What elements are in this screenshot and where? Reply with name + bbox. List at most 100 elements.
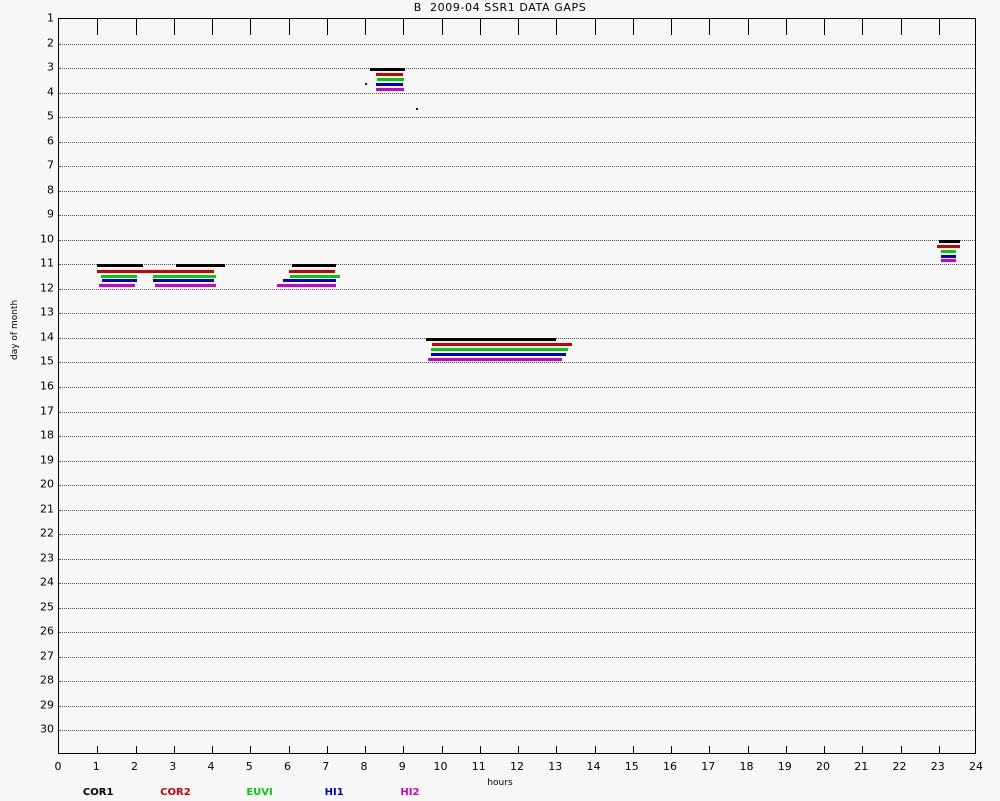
y-axis-tick-label: 25 [40,600,54,614]
gridline [59,583,975,585]
x-axis-tick-label: 18 [739,760,754,773]
x-axis-tick-mark [594,19,596,35]
x-axis-tick-mark [403,746,405,753]
x-axis-title: hours [487,778,513,788]
x-axis-tick-mark [594,746,596,753]
x-axis-tick-mark [326,19,328,35]
y-axis-tick-label: 4 [47,85,54,99]
gridline [59,534,975,536]
gridline [59,288,975,290]
x-axis-tick-mark [824,19,825,35]
x-axis-tick-mark [173,19,175,35]
gridline [59,436,975,438]
x-axis-tick-mark [403,19,405,35]
x-axis-tick-mark [785,746,787,753]
x-axis-tick-mark [97,746,99,753]
data-gap-bar-hi2 [277,283,337,287]
y-axis-tick-label: 19 [40,453,54,467]
x-axis-tick-mark [747,746,749,753]
y-axis-tick-label: 13 [40,305,54,319]
gridline [59,362,975,364]
gridline [59,166,975,168]
x-axis-tick-mark [441,19,443,35]
legend-item-hi1: HI1 [324,787,344,798]
data-gap-point-hi1 [365,82,367,85]
x-axis-tick-label: 17 [701,760,716,773]
x-axis-tick-mark [518,746,519,753]
y-axis-tick-label: 14 [40,330,54,344]
x-axis-tick-mark [212,746,213,753]
y-axis-tick-label: 2 [47,36,54,50]
data-gap-bar-hi2 [428,357,562,361]
x-axis-tick-mark [747,19,749,35]
data-gap-bar-hi1 [375,82,404,86]
gridline [59,632,975,634]
x-axis-tick-label: 2 [131,760,138,773]
data-gap-bar-hi2 [375,87,404,91]
x-axis-tick-mark [900,19,902,35]
x-axis-tick-label: 8 [360,760,368,773]
x-axis-tick-label: 5 [245,760,253,773]
y-axis-tick-label: 16 [40,379,54,393]
data-gap-bar-cor1 [292,264,337,268]
x-axis-tick-mark [479,19,481,35]
axis-ticks [59,19,975,753]
gridline [59,313,975,315]
x-axis-tick-mark [135,746,137,753]
data-gap-bar-hi1 [940,254,956,258]
y-axis-tick-label: 7 [47,158,54,172]
x-axis-tick-mark [671,19,672,35]
y-axis-tick-label: 22 [40,526,54,540]
x-axis-tick-mark [479,746,481,753]
gridline [59,681,975,683]
legend-item-cor2: COR2 [160,787,191,798]
x-axis-tick-mark [632,19,634,35]
x-axis-tick-mark [785,19,787,35]
x-axis-tick-label: 20 [816,760,830,773]
y-axis-tick-label: 15 [40,354,54,368]
x-axis-tick-label: 3 [169,760,177,773]
y-axis-tick-label: 26 [40,624,54,638]
data-gap-bar-hi1 [101,279,138,283]
data-gap-bar-cor2 [97,269,214,273]
legend-item-cor1: COR1 [82,787,114,798]
x-axis-tick-label: 14 [586,760,601,773]
y-axis-title: day of month [10,299,20,360]
data-gap-bar-hi2 [940,259,956,263]
y-axis-tick-labels: 1 2 3 4 5 6 7 8 9 10 11 12 13 14 15 16 17 18 19 20 21 22 23 24 2… [10,12,54,754]
x-axis-tick-mark [518,19,519,35]
data-gap-bar-hi2 [154,283,216,287]
x-axis-tick-label: 23 [930,760,945,773]
gridline [59,141,975,143]
x-axis-tick-mark [938,19,940,35]
data-gap-bar-hi1 [282,279,337,283]
y-axis-tick-label: 18 [40,428,54,442]
x-axis-tick-labels: 0 1 2 3 4 5 6 7 8 9 10 11 12 13 14 15 16 17 18 19 20 21 22 23 24 [55,760,984,776]
y-axis-tick-label: 1 [47,11,54,25]
x-axis-tick-mark [441,746,443,753]
gridline [59,730,975,732]
x-axis-tick-label: 1 [92,760,100,773]
data-gap-bar-cor2 [376,73,404,77]
data-series-layer [59,19,975,753]
data-gap-bar-cor2 [288,269,336,273]
x-axis-tick-mark [365,19,366,35]
x-axis-tick-mark [97,19,99,35]
gridline [59,558,975,560]
data-gap-bar-euvi [940,250,956,254]
x-axis-tick-label: 11 [471,760,486,773]
x-axis-tick-label: 15 [624,760,639,773]
gridline [59,705,975,707]
x-axis-tick-label: 24 [969,760,983,773]
x-axis-tick-mark [709,19,711,35]
data-gap-bar-cor2 [936,245,960,249]
x-axis-tick-label: 10 [433,760,448,773]
data-gap-bar-euvi [290,274,341,278]
x-axis-tick-mark [288,746,290,753]
gridline [59,509,975,511]
x-axis-tick-mark [288,19,290,35]
y-axis-tick-label: 6 [47,134,54,148]
y-axis-tick-label: 11 [40,256,54,270]
x-axis-tick-mark [632,746,634,753]
data-gap-bar-cor1 [938,239,960,243]
